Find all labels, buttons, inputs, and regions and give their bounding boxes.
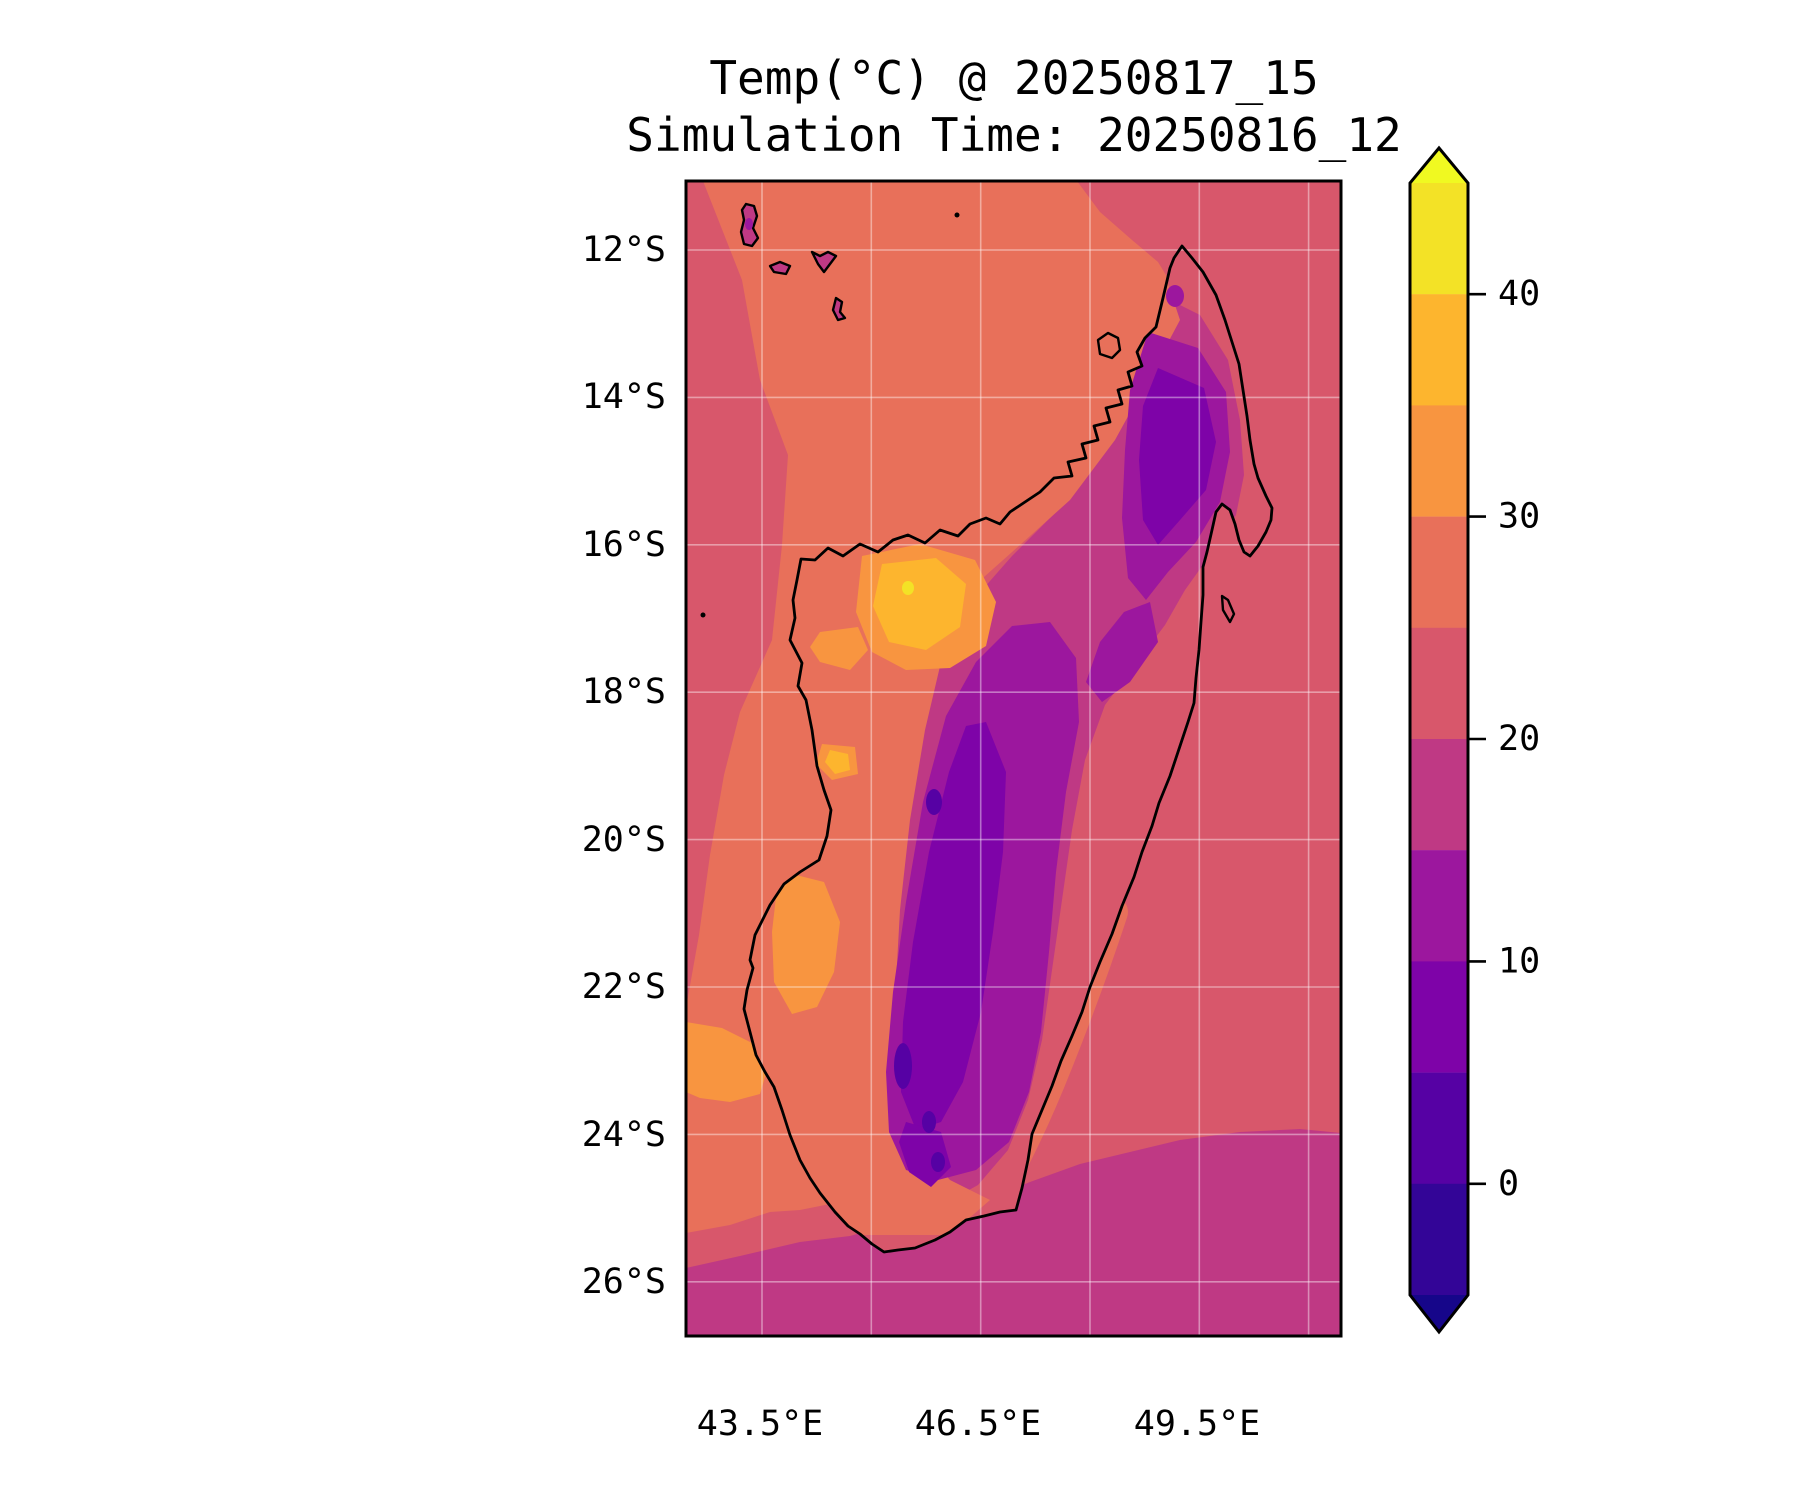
- band-5-10-central-core: [901, 722, 1006, 1130]
- colorbar-seg-10-15: [1410, 850, 1468, 962]
- x-tick-49-5e: 49.5°E: [1134, 1404, 1260, 1444]
- plot-title-line1: Temp(°C) @ 20250817_15: [709, 51, 1318, 105]
- band-0-5-dot-1: [926, 789, 942, 815]
- colorbar-seg-0-5: [1410, 1072, 1468, 1184]
- y-tick-14s: 14°S: [582, 377, 666, 417]
- y-tick-24s: 24°S: [582, 1115, 666, 1155]
- ocean-cool-south-region: [686, 1129, 1341, 1336]
- x-tick-46-5e: 46.5°E: [915, 1404, 1041, 1444]
- colorbar-seg-5-10: [1410, 961, 1468, 1073]
- x-tick-43-5e: 43.5°E: [697, 1404, 823, 1444]
- colorbar-seg-15-20: [1410, 739, 1468, 851]
- colorbar: 40 30 20 10 0: [1408, 145, 1540, 1335]
- cb-tick-30: 30: [1498, 497, 1540, 537]
- islet-dot-west: [700, 612, 706, 618]
- ocean-orange-patch-southwest: [686, 1022, 767, 1102]
- band-40-45-hotspot: [902, 581, 914, 595]
- x-axis-tick-labels: 43.5°E 46.5°E 49.5°E: [697, 1404, 1260, 1444]
- colorbar-outline: [1408, 145, 1470, 1335]
- band-30-35-patch-sw-coast: [772, 872, 840, 1014]
- islet-dot-north: [954, 212, 960, 218]
- band-35-40-core-small: [825, 750, 850, 774]
- band-0-5-dot-2: [894, 1043, 912, 1089]
- y-tick-18s: 18°S: [582, 672, 666, 712]
- anjouan-island: [810, 250, 838, 274]
- cb-tick-20: 20: [1498, 719, 1540, 759]
- colorbar-seg-30-35: [1410, 405, 1468, 517]
- cb-tick-40: 40: [1498, 274, 1540, 314]
- colorbar-arrow-over: [1410, 148, 1468, 183]
- band-0-5-dot-4: [931, 1152, 945, 1172]
- moheli-island: [768, 260, 792, 276]
- colorbar-seg-20-25: [1410, 627, 1468, 740]
- mayotte-island: [831, 296, 847, 322]
- sainte-marie-island: [1220, 594, 1236, 624]
- band-10-15-bridge: [1086, 602, 1158, 702]
- plot-border: [684, 179, 1343, 1338]
- y-tick-20s: 20°S: [582, 820, 666, 860]
- colorbar-seg-m5-0: [1410, 1183, 1468, 1296]
- y-tick-26s: 26°S: [582, 1262, 666, 1302]
- y-tick-22s: 22°S: [582, 967, 666, 1007]
- map-plot-area: [686, 181, 1341, 1336]
- band-35-40-core-nw: [873, 558, 966, 650]
- band-10-15-cap-dot: [1166, 285, 1184, 307]
- colorbar-seg-35-40: [1410, 294, 1468, 406]
- colorbar-seg-40-45: [1410, 183, 1468, 295]
- y-tick-12s: 12°S: [582, 230, 666, 270]
- plot-title-line2: Simulation Time: 20250816_12: [626, 108, 1401, 162]
- y-axis-tick-labels: 12°S 14°S 16°S 18°S 20°S 22°S 24°S 26°S: [582, 230, 666, 1302]
- y-tick-16s: 16°S: [582, 525, 666, 565]
- band-0-5-dot-3: [922, 1111, 936, 1133]
- colorbar-arrow-under: [1410, 1295, 1468, 1332]
- cb-tick-0: 0: [1498, 1164, 1519, 1204]
- cb-tick-10: 10: [1498, 941, 1540, 981]
- graticule-gridlines: [686, 181, 1341, 1336]
- band-5-10-northeast-core: [1139, 368, 1216, 545]
- band-30-35-patch-west: [810, 627, 868, 670]
- colorbar-tick-marks: [1468, 292, 1486, 1186]
- grande-comore-peak-dot: [745, 218, 753, 230]
- madagascar-interior-contours: [744, 275, 1244, 1235]
- colorbar-tick-labels: 40 30 20 10 0: [1498, 274, 1540, 1204]
- colorbar-seg-25-30: [1410, 516, 1468, 628]
- nosy-be-island: [1096, 331, 1122, 360]
